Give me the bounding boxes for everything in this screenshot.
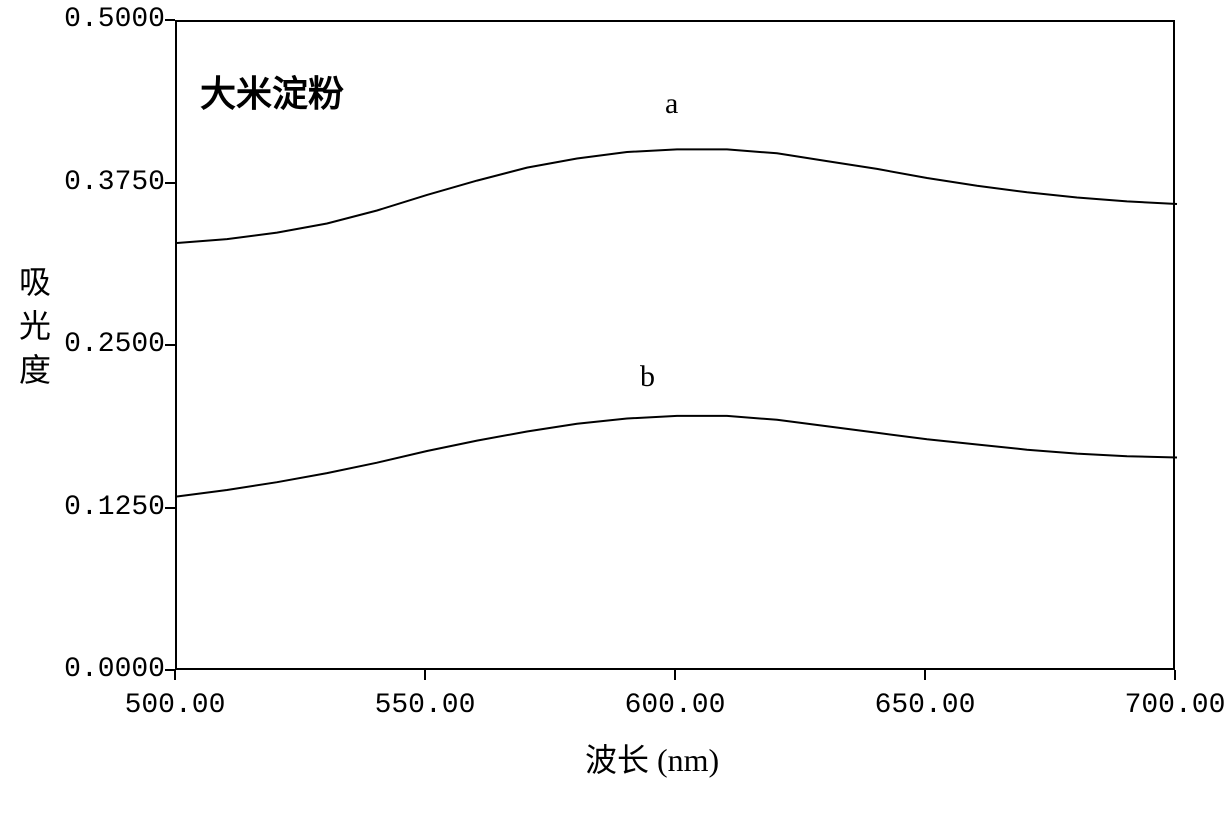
y-tick-label: 0.2500 <box>45 329 165 360</box>
y-tick-label: 0.0000 <box>45 654 165 685</box>
series-label-b: b <box>640 360 655 394</box>
chart-legend-text: 大米淀粉 <box>200 65 344 117</box>
x-tick-label: 650.00 <box>865 690 985 721</box>
series-line-a <box>177 149 1177 243</box>
y-tick-label: 0.1250 <box>45 492 165 523</box>
y-tick-mark <box>165 344 175 346</box>
x-tick-label: 500.00 <box>115 690 235 721</box>
x-tick-mark <box>174 670 176 680</box>
y-tick-mark <box>165 507 175 509</box>
x-tick-mark <box>1174 670 1176 680</box>
y-tick-mark <box>165 182 175 184</box>
series-label-a: a <box>665 87 678 121</box>
x-axis-label: 波长 (nm) <box>585 735 719 781</box>
x-tick-mark <box>674 670 676 680</box>
series-line-b <box>177 416 1177 497</box>
x-tick-label: 550.00 <box>365 690 485 721</box>
x-tick-mark <box>424 670 426 680</box>
y-tick-mark <box>165 19 175 21</box>
x-tick-label: 600.00 <box>615 690 735 721</box>
chart-container: 大米淀粉 吸光度 波长 (nm) 0.00000.12500.25000.375… <box>0 0 1227 819</box>
x-tick-label: 700.00 <box>1115 690 1227 721</box>
y-tick-label: 0.5000 <box>45 4 165 35</box>
x-tick-mark <box>924 670 926 680</box>
y-tick-label: 0.3750 <box>45 167 165 198</box>
